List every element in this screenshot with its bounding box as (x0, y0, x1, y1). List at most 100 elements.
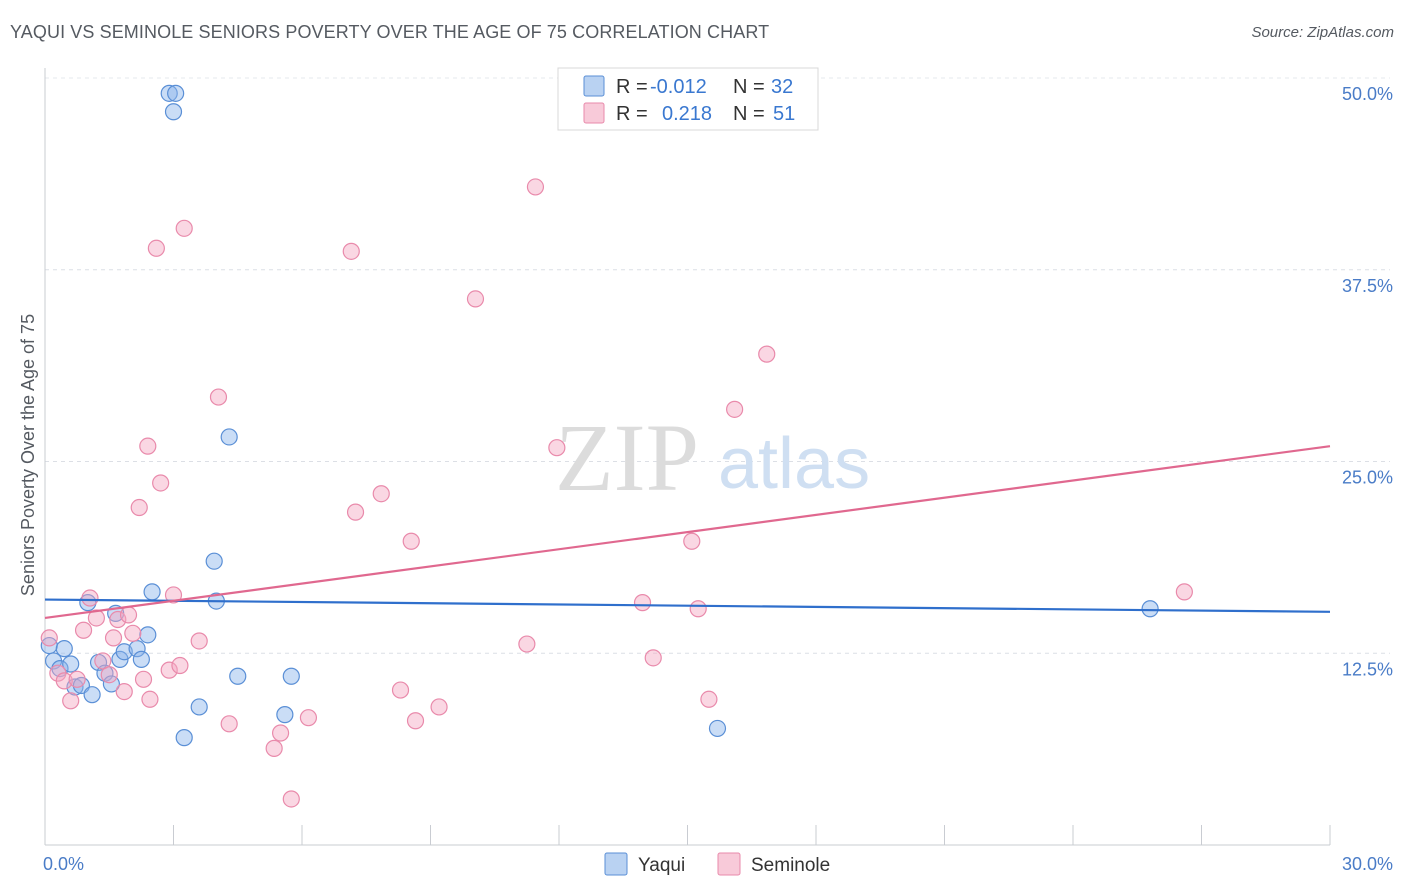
bottom-legend-swatch-seminole (717, 852, 741, 876)
trend-line-seminole (44, 445, 1331, 620)
point-seminole (633, 594, 652, 612)
point-seminole (87, 609, 106, 627)
point-seminole (130, 498, 148, 517)
point-yaqui (115, 643, 133, 661)
point-yaqui (1141, 600, 1159, 618)
point-seminole (758, 345, 776, 363)
legend-n-label: N = (733, 103, 765, 125)
point-seminole (683, 532, 701, 550)
bottom-legend: Yaqui Seminole (604, 852, 830, 876)
y-axis-label: Seniors Poverty Over the Age of 75 (18, 314, 38, 596)
point-seminole (94, 652, 112, 670)
trend-lines (44, 445, 1331, 620)
point-yaqui (167, 84, 185, 102)
point-yaqui (143, 583, 161, 601)
x-tick-label: 0.0% (43, 854, 84, 874)
point-seminole (402, 532, 420, 550)
legend-r-value: 0.218 (662, 103, 712, 125)
watermark-zip: ZIP (555, 404, 699, 511)
data-points (40, 84, 1193, 808)
legend-r-value: -0.012 (650, 76, 707, 98)
point-seminole (171, 656, 189, 675)
source-label: Source: ZipAtlas.com (1251, 24, 1394, 41)
point-seminole (372, 485, 390, 503)
point-seminole (700, 690, 718, 708)
point-seminole (81, 589, 99, 607)
point-seminole (164, 586, 183, 604)
point-seminole (342, 242, 360, 260)
point-seminole (175, 219, 193, 237)
point-seminole (406, 712, 425, 730)
point-seminole (109, 610, 127, 629)
point-yaqui (708, 719, 727, 738)
point-yaqui (164, 103, 183, 121)
bottom-legend-swatch-yaqui (604, 852, 628, 876)
legend-swatch-yaqui (583, 75, 605, 97)
watermark: ZIP atlas (555, 404, 870, 511)
chart-title: YAQUI VS SEMINOLE SENIORS POVERTY OVER T… (10, 22, 770, 42)
point-seminole (100, 666, 118, 684)
y-tick-label: 50.0% (1342, 84, 1393, 104)
point-yaqui (175, 729, 193, 747)
point-seminole (139, 437, 157, 455)
point-yaqui (205, 552, 223, 570)
point-seminole (119, 606, 138, 624)
point-yaqui (160, 84, 178, 102)
legend-row-yaqui: R = -0.012 N = 32 (583, 75, 793, 98)
point-yaqui (276, 706, 294, 724)
bottom-legend-label-yaqui: Yaqui (638, 855, 685, 876)
point-seminole (391, 681, 410, 699)
point-seminole (68, 670, 86, 688)
point-yaqui (220, 428, 238, 446)
legend-n-label: N = (733, 76, 765, 98)
point-seminole (518, 635, 536, 653)
point-seminole (104, 629, 123, 647)
point-seminole (160, 661, 178, 679)
point-seminole (1175, 583, 1193, 601)
point-seminole (271, 724, 290, 742)
point-seminole (282, 790, 300, 808)
point-seminole (190, 632, 208, 650)
point-yaqui (139, 626, 157, 644)
point-yaqui (190, 698, 208, 716)
point-yaqui (132, 650, 150, 668)
legend-n-value: 51 (773, 103, 795, 125)
point-seminole (466, 290, 485, 308)
point-yaqui (83, 686, 101, 704)
y-tick-label: 12.5% (1342, 659, 1393, 679)
point-seminole (689, 600, 707, 618)
legend-r-label: R = (616, 103, 648, 125)
point-seminole (548, 439, 566, 457)
point-seminole (220, 715, 238, 733)
point-seminole (55, 672, 73, 690)
point-yaqui (62, 655, 80, 673)
y-tick-label: 25.0% (1342, 468, 1393, 488)
point-seminole (430, 698, 448, 716)
point-seminole (124, 624, 142, 642)
point-seminole (209, 388, 228, 406)
legend-n-value: 32 (771, 76, 793, 98)
point-seminole (299, 709, 318, 727)
y-tick-label: 37.5% (1342, 276, 1393, 296)
point-yaqui (282, 667, 300, 685)
point-seminole (40, 629, 58, 647)
point-seminole (115, 682, 133, 701)
point-seminole (141, 690, 159, 708)
y-tick-labels: 12.5% 25.0% 37.5% 50.0% (1342, 84, 1393, 679)
point-seminole (346, 503, 365, 521)
watermark-atlas: atlas (718, 424, 870, 504)
trend-line-yaqui (44, 598, 1331, 613)
point-seminole (526, 178, 545, 196)
point-seminole (134, 670, 153, 688)
point-seminole (265, 739, 283, 757)
x-tick-labels: 0.0% 30.0% (43, 854, 1393, 874)
point-yaqui (55, 640, 73, 658)
point-seminole (147, 239, 165, 257)
point-seminole (62, 692, 80, 710)
point-seminole (726, 400, 744, 418)
legend-row-seminole: R = 0.218 N = 51 (583, 102, 795, 125)
point-seminole (152, 474, 170, 492)
legend-r-label: R = (616, 76, 648, 98)
point-seminole (644, 649, 662, 667)
